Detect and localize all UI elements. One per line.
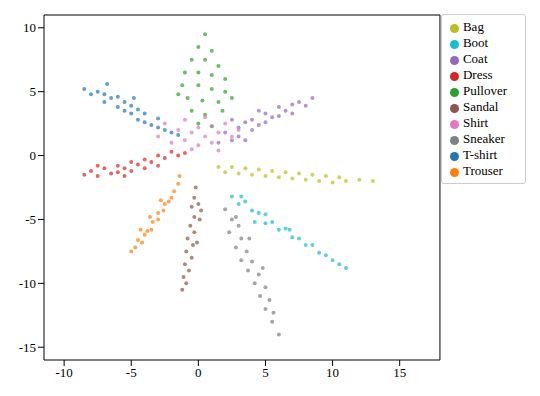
svg-text:10: 10 <box>326 365 339 380</box>
svg-text:-5: -5 <box>25 212 36 227</box>
svg-text:0: 0 <box>30 148 37 163</box>
html-text:Pullover: Pullover <box>462 83 507 98</box>
svg-text:5: 5 <box>30 84 37 99</box>
html-text:T-shirt: T-shirt <box>462 147 498 162</box>
html-text:Dress: Dress <box>462 67 493 82</box>
svg-text:5: 5 <box>262 365 269 380</box>
html-text:Sandal: Sandal <box>462 99 499 114</box>
svg-text:-15: -15 <box>19 340 36 355</box>
svg-text:-10: -10 <box>55 365 72 380</box>
svg-text:-10: -10 <box>19 276 36 291</box>
html-text:Boot: Boot <box>462 35 489 50</box>
html-text:Trouser: Trouser <box>462 163 503 178</box>
html-text:Bag: Bag <box>462 19 484 34</box>
svg-text:0: 0 <box>195 365 202 380</box>
svg-text:15: 15 <box>393 365 406 380</box>
svg-text:-5: -5 <box>126 365 137 380</box>
svg-text:10: 10 <box>23 20 36 35</box>
html-text:Sneaker: Sneaker <box>462 131 505 146</box>
html-text:Shirt: Shirt <box>462 115 489 130</box>
html-text:Coat: Coat <box>462 51 488 66</box>
